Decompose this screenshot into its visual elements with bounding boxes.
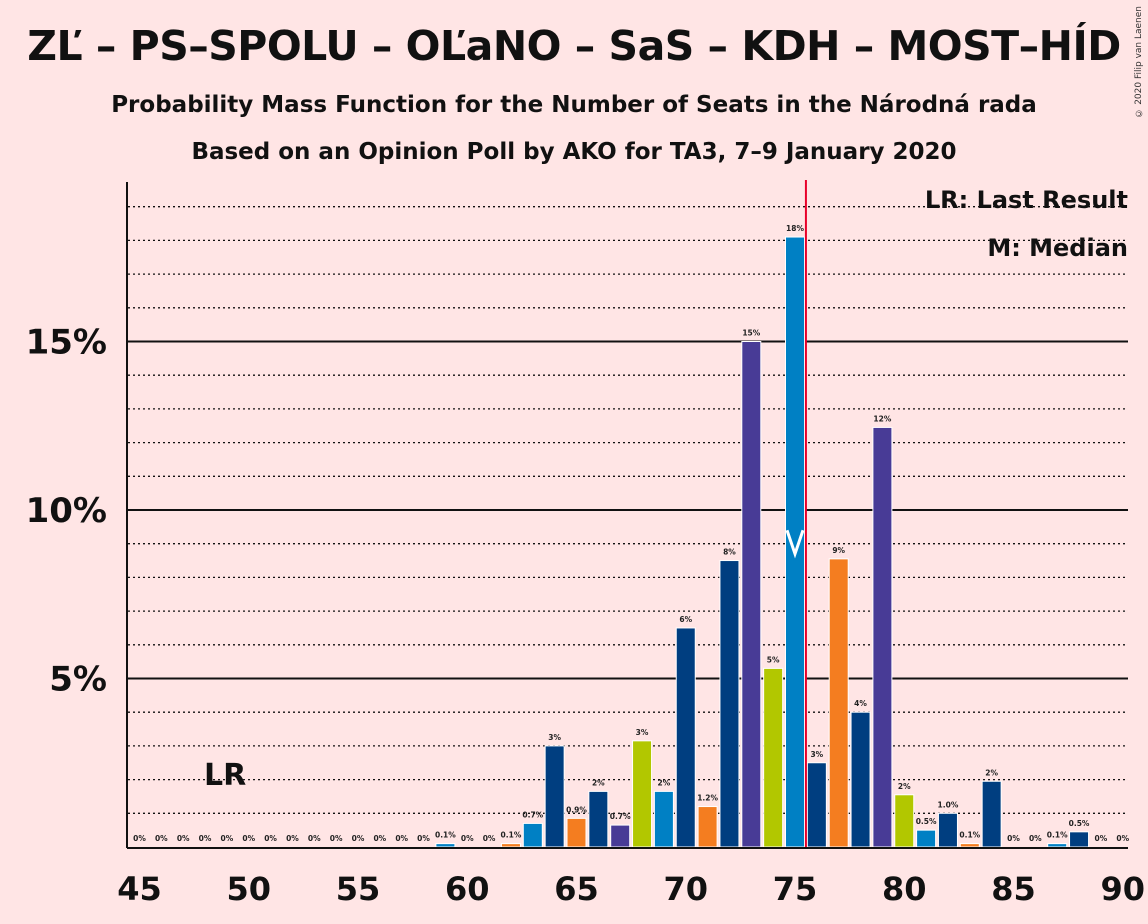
bar-seat-87 [1047,843,1068,848]
chart-source-subtitle: Based on an Opinion Poll by AKO for TA3,… [191,139,957,165]
bar-seat-74 [763,667,784,848]
data-label-seat-90: 0% [1116,834,1129,843]
y-tick-label: 10% [26,491,107,531]
bar-seat-79 [872,426,893,848]
legend-median: M: Median [987,234,1128,262]
data-label-seat-72: 8% [723,548,736,557]
bar-seat-71 [697,806,718,848]
bar-seat-59 [435,843,456,848]
chart-subtitle: Probability Mass Function for the Number… [111,92,1037,118]
data-label-seat-77: 9% [832,546,845,555]
bar-seat-76 [806,762,827,848]
data-label-seat-55: 0% [352,834,365,843]
data-label-seat-84: 2% [985,768,998,777]
data-label-seat-81: 0.5% [916,817,937,826]
data-label-seat-89: 0% [1095,834,1108,843]
data-label-seat-79: 12% [873,414,891,423]
x-tick-label: 50 [226,870,271,908]
x-tick-label: 65 [554,870,599,908]
bar-seat-80 [894,794,915,848]
bar-seat-62 [500,843,521,848]
data-label-seat-48: 0% [199,834,212,843]
data-label-seat-87: 0.1% [1047,831,1068,840]
data-label-seat-51: 0% [264,834,277,843]
data-label-seat-59: 0.1% [435,831,456,840]
data-label-seat-76: 3% [810,750,823,759]
bar-seat-73 [741,341,762,848]
bar-seat-70 [675,627,696,848]
data-label-seat-68: 3% [636,728,649,737]
data-label-seat-49: 0% [221,834,234,843]
x-tick-label: 90 [1100,870,1145,908]
y-tick-label: 5% [49,660,107,700]
data-label-seat-53: 0% [308,834,321,843]
bar-seat-67 [610,824,631,848]
bar-seat-82 [937,812,958,848]
data-label-seat-57: 0% [395,834,408,843]
data-label-seat-83: 0.1% [959,831,980,840]
bar-seat-65 [566,817,587,848]
data-label-seat-74: 5% [767,655,780,664]
data-label-seat-47: 0% [177,834,190,843]
data-label-seat-71: 1.2% [697,794,718,803]
x-tick-label: 85 [991,870,1036,908]
data-label-seat-85: 0% [1007,834,1020,843]
bar-seat-64 [544,745,565,848]
data-label-seat-52: 0% [286,834,299,843]
x-tick-label: 75 [773,870,818,908]
data-label-seat-75: 18% [786,224,804,233]
data-label-seat-70: 6% [679,615,692,624]
x-tick-label: 45 [117,870,162,908]
data-label-seat-67: 0.7% [610,812,631,821]
x-tick-label: 80 [882,870,927,908]
data-label-seat-45: 0% [133,834,146,843]
data-label-seat-56: 0% [373,834,386,843]
bar-seat-75 [785,236,805,848]
data-label-seat-62: 0.1% [501,831,522,840]
bar-seat-83 [959,843,980,848]
data-label-seat-86: 0% [1029,834,1042,843]
data-label-seat-65: 0.9% [566,805,587,814]
data-label-seat-54: 0% [330,834,343,843]
bar-seat-66 [588,790,609,848]
y-tick-label: 15% [26,323,107,363]
data-label-seat-82: 1.0% [938,800,959,809]
data-label-seat-46: 0% [155,834,168,843]
bar-seat-88 [1069,831,1090,848]
data-label-seat-61: 0% [483,834,496,843]
bar-seat-68 [632,740,653,848]
bar-seat-72 [719,560,740,848]
data-label-seat-69: 2% [658,778,671,787]
x-tick-label: 55 [336,870,381,908]
x-tick-label: 70 [663,870,708,908]
data-label-seat-78: 4% [854,699,867,708]
median-marker [785,529,805,559]
bar-seat-81 [916,829,937,848]
bar-seat-84 [981,780,1002,848]
data-label-seat-64: 3% [548,733,561,742]
chart-title: ZĽ – PS–SPOLU – OĽaNO – SaS – KDH – MOST… [27,22,1121,70]
data-label-seat-88: 0.5% [1069,819,1090,828]
bar-seat-69 [653,790,674,848]
data-label-seat-73: 15% [742,329,760,338]
bar-seat-63 [522,822,543,848]
data-label-seat-50: 0% [242,834,255,843]
bar-seat-78 [850,711,871,848]
data-label-seat-58: 0% [417,834,430,843]
data-label-seat-63: 0.7% [522,810,543,819]
data-label-seat-60: 0% [461,834,474,843]
x-tick-label: 60 [445,870,490,908]
bar-seat-77 [828,558,849,848]
last-result-marker: LR [204,758,247,793]
legend-last-result: LR: Last Result [924,186,1128,214]
data-label-seat-66: 2% [592,778,605,787]
data-label-seat-80: 2% [898,782,911,791]
